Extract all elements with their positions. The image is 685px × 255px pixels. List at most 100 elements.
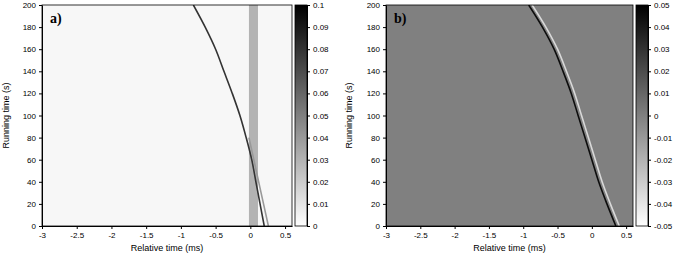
plot-frame — [42, 5, 292, 226]
colorbar-axis-tick: 0.02 — [648, 67, 670, 76]
colorbar-axis-tick-mark — [648, 160, 651, 161]
x-axis-tick: 0.5 — [280, 226, 292, 240]
x-axis-tick-mark — [455, 226, 456, 229]
y-axis-tick-label: 140 — [367, 67, 381, 76]
x-axis-tick: -1 — [520, 226, 528, 240]
colorbar-axis-tick: 0.1 — [307, 1, 325, 10]
x-axis-line — [43, 226, 293, 227]
y-axis-title: Running time (s) — [344, 82, 354, 148]
y-axis-tick-label: 160 — [367, 45, 381, 54]
y-axis-tick-mark — [39, 182, 42, 183]
colorbar-axis-tick-label: 0 — [654, 112, 659, 121]
panel: -3-2.5-2-1.5-1-0.500.5020406080100120140… — [1, 1, 329, 253]
y-axis-tick: 160 — [367, 45, 386, 54]
colorbar-axis-tick-mark — [307, 182, 310, 183]
y-axis-tick-mark — [383, 138, 386, 139]
x-axis-tick-label: -2.5 — [414, 231, 428, 240]
x-axis-tick-label: -1 — [520, 231, 528, 240]
x-axis-tick-label: -2 — [108, 231, 116, 240]
heatmap-trace — [249, 138, 268, 226]
colorbar-axis-tick-mark — [648, 138, 651, 139]
y-axis-tick-label: 40 — [27, 178, 36, 187]
y-axis-title: Running time (s) — [1, 82, 11, 148]
colorbar-axis-tick-label: 0.02 — [654, 67, 670, 76]
x-axis-tick: -2 — [108, 226, 116, 240]
x-axis-tick: -0.5 — [209, 226, 223, 240]
y-axis-tick: 140 — [23, 67, 42, 76]
colorbar-axis-tick-mark — [307, 160, 310, 161]
x-axis-title: Relative time (ms) — [473, 243, 546, 253]
y-axis-tick-mark — [383, 182, 386, 183]
x-axis-tick: 0 — [249, 226, 254, 240]
x-axis-tick: -0.5 — [551, 226, 565, 240]
x-axis-tick: -2.5 — [70, 226, 84, 240]
x-axis-tick-mark — [558, 226, 559, 229]
y-axis-tick-mark — [39, 49, 42, 50]
y-axis-tick-mark — [383, 204, 386, 205]
y-axis-tick-label: 0 — [376, 222, 381, 231]
colorbar-axis-tick: -0.03 — [648, 178, 673, 187]
x-axis-tick: 0.5 — [621, 226, 633, 240]
colorbar-axis-tick-label: 0.03 — [654, 45, 670, 54]
colorbar-axis-tick-mark — [307, 5, 310, 6]
y-axis-tick-label: 200 — [367, 1, 381, 10]
y-axis-tick-mark — [39, 5, 42, 6]
y-axis-tick: 140 — [367, 67, 386, 76]
colorbar-axis-tick-label: 0.07 — [313, 67, 329, 76]
heatmap-background — [42, 5, 292, 226]
x-axis-tick-mark — [592, 226, 593, 229]
colorbar-axis-tick: 0 — [307, 222, 318, 231]
heatmap-trace — [529, 5, 616, 226]
heatmap-trace — [532, 5, 619, 226]
x-axis-tick-mark — [146, 226, 147, 229]
y-axis-tick-mark — [39, 160, 42, 161]
colorbar-axis-tick-mark — [648, 204, 651, 205]
y-axis-tick: 0 — [32, 222, 42, 231]
x-axis: -3 -2.5 -2 -1.5 -1 -0.5 0 0.5 — [39, 226, 293, 240]
x-axis-tick-mark — [250, 226, 251, 229]
colorbar-axis-tick: 0.07 — [307, 67, 329, 76]
y-axis-tick-label: 0 — [32, 222, 37, 231]
colorbar-axis-tick-mark — [307, 71, 310, 72]
colorbar-axis-tick-label: -0.02 — [654, 156, 673, 165]
x-axis-tick: -1.5 — [483, 226, 497, 240]
panel-title: a) — [50, 11, 62, 27]
x-axis-tick-mark — [77, 226, 78, 229]
x-axis-tick-mark — [420, 226, 421, 229]
y-axis-tick: 160 — [23, 45, 42, 54]
y-axis-tick-mark — [39, 226, 42, 227]
y-axis-tick-mark — [39, 27, 42, 28]
y-axis-tick: 80 — [27, 134, 42, 143]
x-axis-tick-label: -1 — [178, 231, 186, 240]
x-axis-tick-mark — [285, 226, 286, 229]
colorbar-axis-tick-mark — [307, 226, 310, 227]
y-axis-tick-mark — [383, 27, 386, 28]
colorbar-axis-tick: 0.04 — [648, 23, 670, 32]
y-axis-tick-mark — [383, 93, 386, 94]
x-axis-tick: -3 — [39, 226, 47, 240]
colorbar-axis-tick: 0.08 — [307, 45, 329, 54]
colorbar-axis-tick-mark — [648, 49, 651, 50]
x-axis-tick-mark — [626, 226, 627, 229]
colorbar-axis-tick: 0.05 — [307, 112, 329, 121]
y-axis-tick: 100 — [23, 112, 42, 121]
x-axis-tick-label: -1.5 — [140, 231, 154, 240]
x-axis-tick-label: -2 — [452, 231, 460, 240]
colorbar-axis-tick-label: 0.09 — [313, 23, 329, 32]
y-axis-tick: 80 — [371, 134, 386, 143]
colorbar-axis-tick: 0.04 — [307, 134, 329, 143]
x-axis-tick: -1.5 — [140, 226, 154, 240]
x-axis-tick-mark — [523, 226, 524, 229]
y-axis-tick: 60 — [371, 156, 386, 165]
y-axis-tick-label: 120 — [367, 89, 381, 98]
y-axis-tick-label: 120 — [23, 89, 37, 98]
x-axis-tick-label: -0.5 — [551, 231, 565, 240]
colorbar — [295, 5, 307, 226]
y-axis-tick-label: 80 — [27, 134, 36, 143]
y-axis-tick-label: 60 — [27, 156, 36, 165]
colorbar-axis-tick: 0.03 — [307, 156, 329, 165]
y-axis-tick-mark — [383, 226, 386, 227]
colorbar-axis: 00.010.020.030.040.050.060.070.080.090.1 — [307, 1, 329, 231]
y-axis-line — [42, 6, 43, 227]
colorbar-axis-tick: -0.05 — [648, 222, 673, 231]
